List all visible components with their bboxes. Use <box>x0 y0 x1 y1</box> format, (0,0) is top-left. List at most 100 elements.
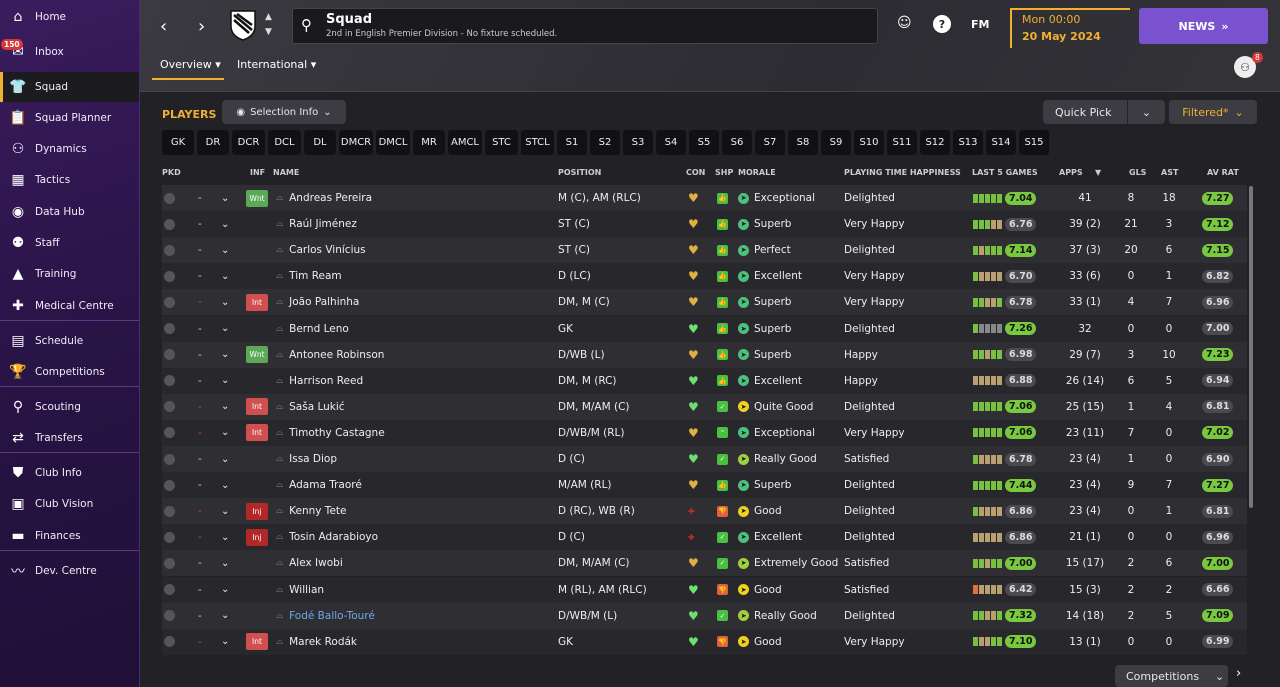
col-morale[interactable]: MORALE <box>738 168 776 177</box>
player-name[interactable]: Kenny Tete <box>289 505 347 518</box>
position-filter-mr[interactable]: MR <box>413 130 445 155</box>
selection-dropdown-icon[interactable]: ⌄ <box>221 531 230 543</box>
player-name[interactable]: Saša Lukić <box>289 400 345 413</box>
picked-toggle[interactable] <box>164 636 175 648</box>
selection-dropdown-icon[interactable]: ⌄ <box>221 453 230 465</box>
table-row[interactable]: - ⌄ Wnt ⌓ Andreas Pereira M (C), AM (RLC) ♥ 👍 ➤ E… <box>162 185 1247 211</box>
col-shp[interactable]: SHP <box>715 168 734 177</box>
col-apps[interactable]: APPS <box>1059 168 1083 177</box>
selection-dropdown-icon[interactable]: ⌄ <box>221 427 230 439</box>
table-row[interactable]: - ⌄ Inj ⌓ Tosin Adarabioyo D (C) ✚ ✓ ➤ Excellent D… <box>162 524 1247 551</box>
picked-toggle[interactable] <box>164 375 175 387</box>
info-badge[interactable]: Int <box>246 293 268 311</box>
competitions-dropdown[interactable]: Competitions ⌄ <box>1115 665 1228 687</box>
chevron-up-icon[interactable]: ▲ <box>265 12 272 22</box>
selection-dropdown-icon[interactable]: ⌄ <box>221 349 230 361</box>
player-name[interactable]: Antonee Robinson <box>289 348 385 361</box>
position-filter-dl[interactable]: DL <box>304 130 336 155</box>
table-row[interactable]: - ⌄ Int ⌓ Marek Rodák GK ♥ 👎 ➤ Good Very Happy 7.10… <box>162 628 1247 655</box>
position-filter-s15[interactable]: S15 <box>1019 130 1049 155</box>
picked-toggle[interactable] <box>164 401 175 413</box>
col-name[interactable]: NAME <box>273 168 300 177</box>
search-icon[interactable]: ⚲ <box>301 16 312 34</box>
scrollbar[interactable] <box>1249 186 1253 508</box>
selection-dropdown-icon[interactable]: ⌄ <box>221 296 230 308</box>
position-filter-dr[interactable]: DR <box>197 130 229 155</box>
picked-toggle[interactable] <box>164 531 175 543</box>
selection-dropdown-icon[interactable]: ⌄ <box>221 636 230 648</box>
sidebar-item-competitions[interactable]: 🏆 Competitions <box>0 357 139 387</box>
help-icon[interactable]: ? <box>933 15 951 33</box>
table-row[interactable]: - ⌄ ⌓ Raúl Jiménez ST (C) ♥ 👍 ➤ Superb Very Happy… <box>162 211 1247 238</box>
sidebar-item-home[interactable]: ⌂ Home <box>0 2 139 32</box>
position-filter-s13[interactable]: S13 <box>953 130 983 155</box>
position-filter-dmcl[interactable]: DMCL <box>376 130 410 155</box>
table-row[interactable]: - ⌄ ⌓ Harrison Reed DM, M (RC) ♥ 👍 ➤ Excellent Ha… <box>162 367 1247 394</box>
position-filter-stcl[interactable]: STCL <box>521 130 554 155</box>
col-av-rat[interactable]: AV RAT <box>1207 168 1239 177</box>
fm-menu-button[interactable]: FM <box>971 18 990 31</box>
sidebar-item-tactics[interactable]: ▦ Tactics <box>0 165 139 195</box>
sidebar-item-finances[interactable]: ▬ Finances <box>0 521 139 551</box>
selection-dropdown-icon[interactable]: ⌄ <box>221 584 230 595</box>
tab-overview[interactable]: Overview ▾ <box>160 58 221 71</box>
position-filter-s2[interactable]: S2 <box>590 130 620 155</box>
col-ast[interactable]: AST <box>1161 168 1179 177</box>
col-playing-time[interactable]: PLAYING TIME HAPPINESS <box>844 168 961 177</box>
position-filter-s7[interactable]: S7 <box>755 130 785 155</box>
table-row[interactable]: - ⌄ ⌓ Carlos Vinícius ST (C) ♥ 👍 ➤ Perfect Deligh… <box>162 237 1247 264</box>
col-pkd[interactable]: PKD <box>162 168 181 177</box>
selection-info-button[interactable]: ◉ Selection Info ⌄ <box>222 100 346 124</box>
picked-toggle[interactable] <box>164 218 175 230</box>
player-name[interactable]: Fodé Ballo-Touré <box>289 609 375 622</box>
selection-dropdown-icon[interactable]: ⌄ <box>221 218 230 230</box>
back-arrow-icon[interactable]: ‹ <box>160 16 168 37</box>
position-filter-s1[interactable]: S1 <box>557 130 587 155</box>
picked-toggle[interactable] <box>164 479 175 491</box>
position-filter-stc[interactable]: STC <box>485 130 518 155</box>
sidebar-item-dynamics[interactable]: ⚇ Dynamics <box>0 134 139 164</box>
table-row[interactable]: - ⌄ ⌓ Bernd Leno GK ♥ 👍 ➤ Superb Delighted 7.26 32 0… <box>162 315 1247 342</box>
picked-toggle[interactable] <box>164 192 175 204</box>
picked-toggle[interactable] <box>164 349 175 361</box>
table-row[interactable]: - ⌄ Int ⌓ Timothy Castagne D/WB/M (RL) ♥ ⌃ ➤ Exce… <box>162 419 1247 446</box>
picked-toggle[interactable] <box>164 557 175 569</box>
forward-arrow-icon[interactable]: › <box>198 16 206 37</box>
selection-dropdown-icon[interactable]: ⌄ <box>221 505 230 517</box>
picked-toggle[interactable] <box>164 244 175 256</box>
selection-dropdown-icon[interactable]: ⌄ <box>221 401 230 413</box>
chevron-down-icon[interactable]: ⌄ <box>1127 100 1165 124</box>
selection-dropdown-icon[interactable]: ⌄ <box>221 479 230 491</box>
info-badge[interactable]: Inj <box>246 502 268 520</box>
sort-desc-icon[interactable]: ▼ <box>1095 168 1102 177</box>
position-filter-s5[interactable]: S5 <box>689 130 719 155</box>
info-badge[interactable]: Wnt <box>246 189 268 207</box>
table-row[interactable]: - ⌄ Int ⌓ Saša Lukić DM, M/AM (C) ♥ ✓ ➤ Quite Goo… <box>162 393 1247 420</box>
club-crest-icon[interactable] <box>228 8 258 42</box>
quick-pick-button[interactable]: Quick Pick ⌄ <box>1043 100 1165 124</box>
picked-toggle[interactable] <box>164 270 175 282</box>
chevron-right-icon[interactable]: › <box>1236 666 1242 681</box>
player-name[interactable]: Timothy Castagne <box>289 426 385 439</box>
player-name[interactable]: João Palhinha <box>289 296 360 309</box>
sidebar-item-scouting[interactable]: ⚲ Scouting <box>0 392 139 422</box>
info-badge[interactable]: Inj <box>246 528 268 546</box>
position-filter-s6[interactable]: S6 <box>722 130 752 155</box>
sidebar-item-data-hub[interactable]: ◉ Data Hub <box>0 197 139 227</box>
player-name[interactable]: Andreas Pereira <box>289 192 373 204</box>
position-filter-s9[interactable]: S9 <box>821 130 851 155</box>
selection-dropdown-icon[interactable]: ⌄ <box>221 192 230 204</box>
picked-toggle[interactable] <box>164 427 175 439</box>
table-row[interactable]: - ⌄ ⌓ Tim Ream D (LC) ♥ 👍 ➤ Excellent Very Happy 6… <box>162 263 1247 290</box>
position-filter-dcl[interactable]: DCL <box>268 130 301 155</box>
chevron-down-icon[interactable]: ▼ <box>265 27 272 37</box>
position-filter-s4[interactable]: S4 <box>656 130 686 155</box>
picked-toggle[interactable] <box>164 323 175 334</box>
selection-dropdown-icon[interactable]: ⌄ <box>221 270 230 282</box>
player-name[interactable]: Adama Traoré <box>289 479 362 492</box>
table-row[interactable]: - ⌄ ⌓ Issa Diop D (C) ♥ ✓ ➤ Really Good Satisfied… <box>162 446 1247 472</box>
player-name[interactable]: Carlos Vinícius <box>289 244 366 257</box>
info-badge[interactable]: Wnt <box>246 346 268 364</box>
position-filter-s11[interactable]: S11 <box>887 130 917 155</box>
sidebar-item-medical-centre[interactable]: ✚ Medical Centre <box>0 291 139 321</box>
